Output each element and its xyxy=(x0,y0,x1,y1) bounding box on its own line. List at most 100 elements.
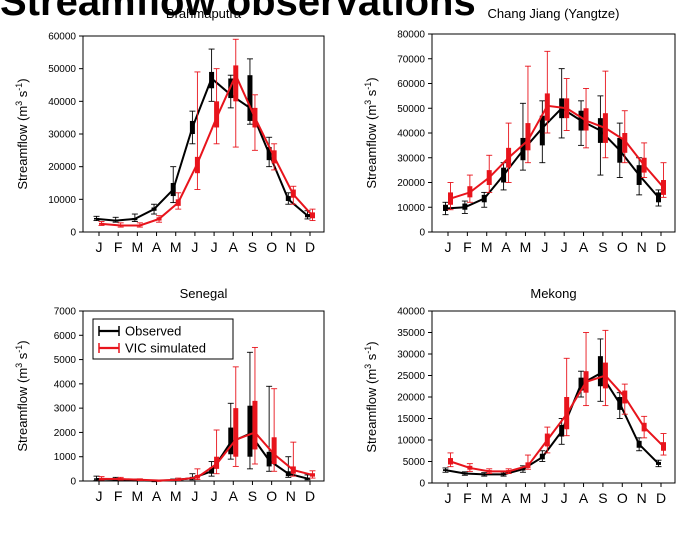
y-tick-label: 15000 xyxy=(397,414,425,425)
x-tick-label: S xyxy=(248,488,257,504)
y-tick-label: 10000 xyxy=(48,195,76,206)
x-tick-label: M xyxy=(132,239,144,255)
iqr-box xyxy=(228,427,234,455)
iqr-box xyxy=(247,405,253,457)
series-simulated xyxy=(447,50,667,211)
x-tick-label: M xyxy=(520,490,532,506)
x-tick-label: J xyxy=(561,239,568,255)
series-line xyxy=(101,431,313,482)
series-observed xyxy=(93,48,311,223)
x-tick-label: M xyxy=(170,239,182,255)
y-tick-label: 20000 xyxy=(48,162,76,173)
legend-label: Observed xyxy=(125,324,181,339)
iqr-box xyxy=(94,217,99,220)
x-tick-label: J xyxy=(191,488,198,504)
iqr-box xyxy=(443,469,448,471)
x-tick-label: F xyxy=(463,490,472,506)
iqr-box xyxy=(310,473,315,477)
x-tick-label: A xyxy=(229,239,239,255)
x-tick-label: O xyxy=(266,488,277,504)
x-tick-label: N xyxy=(637,490,647,506)
panel-title: Chang Jiang (Yangtze) xyxy=(487,6,619,21)
x-tick-label: A xyxy=(152,239,162,255)
y-tick-label: 2000 xyxy=(54,428,77,439)
y-tick-label: 80000 xyxy=(397,30,425,41)
series-line xyxy=(445,372,660,476)
x-tick-label: N xyxy=(286,239,296,255)
iqr-box xyxy=(271,437,277,464)
x-tick-label: O xyxy=(266,239,277,255)
series-observed xyxy=(442,68,662,216)
x-tick-label: M xyxy=(170,488,182,504)
y-tick-label: 10000 xyxy=(397,203,425,214)
chart-panel-3: Senegal 0 1000 2000 3000 4000 5000 6000 7000 Stre… xyxy=(14,286,325,504)
x-tick-label: J xyxy=(211,488,218,504)
y-tick-label: 5000 xyxy=(54,355,77,366)
iqr-box xyxy=(622,133,628,153)
y-tick-label: 6000 xyxy=(54,331,77,342)
x-tick-label: M xyxy=(481,239,493,255)
series-line xyxy=(101,72,314,227)
iqr-box xyxy=(539,115,545,146)
x-tick-label: F xyxy=(463,239,472,255)
iqr-box xyxy=(214,101,220,128)
x-tick-label: N xyxy=(637,239,647,255)
y-axis-label: Streamflow (m3 s-1) xyxy=(363,77,379,188)
plot-frame xyxy=(431,310,676,484)
x-tick-label: D xyxy=(305,239,315,255)
x-tick-label: J xyxy=(211,239,218,255)
x-tick-label: A xyxy=(152,488,162,504)
y-axis-label: Streamflow (m3 s-1) xyxy=(14,78,30,189)
y-tick-label: 10000 xyxy=(397,436,425,447)
x-tick-label: A xyxy=(501,239,511,255)
series-simulated xyxy=(98,346,316,482)
legend-box xyxy=(92,318,234,360)
y-tick-label: 60000 xyxy=(48,32,76,43)
x-tick-label: J xyxy=(96,488,103,504)
y-tick-label: 50000 xyxy=(397,104,425,115)
x-tick-label: D xyxy=(656,239,666,255)
x-tick-label: J xyxy=(541,239,548,255)
x-tick-label: A xyxy=(501,490,511,506)
legend-label: VIC simulated xyxy=(125,341,206,356)
x-tick-label: F xyxy=(114,488,123,504)
y-tick-label: 25000 xyxy=(397,371,425,382)
x-tick-label: S xyxy=(598,239,607,255)
chart-panel-2: Chang Jiang (Yangtze) 0 10000 20000 30000 400… xyxy=(363,6,676,255)
x-tick-label: O xyxy=(617,490,628,506)
x-tick-label: N xyxy=(286,488,296,504)
x-tick-label: J xyxy=(191,239,198,255)
x-tick-label: M xyxy=(132,488,144,504)
y-tick-label: 20000 xyxy=(397,178,425,189)
chart-panel-1: Brahmaputra 0 10000 20000 30000 40000 50000 600… xyxy=(14,6,325,255)
y-tick-label: 20000 xyxy=(397,393,425,404)
y-tick-label: 50000 xyxy=(48,64,76,75)
y-tick-label: 60000 xyxy=(397,79,425,90)
y-tick-label: 35000 xyxy=(397,328,425,339)
x-tick-label: S xyxy=(248,239,257,255)
series-simulated xyxy=(98,38,316,228)
iqr-box xyxy=(583,108,589,131)
y-tick-label: 7000 xyxy=(54,307,77,318)
chart-panel-4: Mekong 0 5000 10000 15000 20000 25000 30000 3500… xyxy=(363,286,676,506)
series-simulated xyxy=(447,329,667,474)
slide-title: Streamflow observations xyxy=(0,0,476,24)
y-tick-label: 5000 xyxy=(403,457,426,468)
plot-frame xyxy=(82,310,325,482)
x-tick-label: A xyxy=(579,239,589,255)
x-tick-label: S xyxy=(598,490,607,506)
y-tick-label: 0 xyxy=(419,228,425,239)
y-tick-label: 40000 xyxy=(48,97,76,108)
panel-title: Brahmaputra xyxy=(166,6,242,21)
x-tick-label: M xyxy=(481,490,493,506)
y-axis-label: Streamflow (m3 s-1) xyxy=(14,340,30,451)
x-tick-label: J xyxy=(541,490,548,506)
plot-frame xyxy=(82,35,325,233)
series-line xyxy=(445,106,660,210)
y-tick-label: 1000 xyxy=(54,452,77,463)
y-tick-label: 30000 xyxy=(397,350,425,361)
iqr-box xyxy=(252,400,258,450)
iqr-box xyxy=(99,477,104,480)
y-tick-label: 40000 xyxy=(397,307,425,318)
iqr-box xyxy=(448,458,453,465)
